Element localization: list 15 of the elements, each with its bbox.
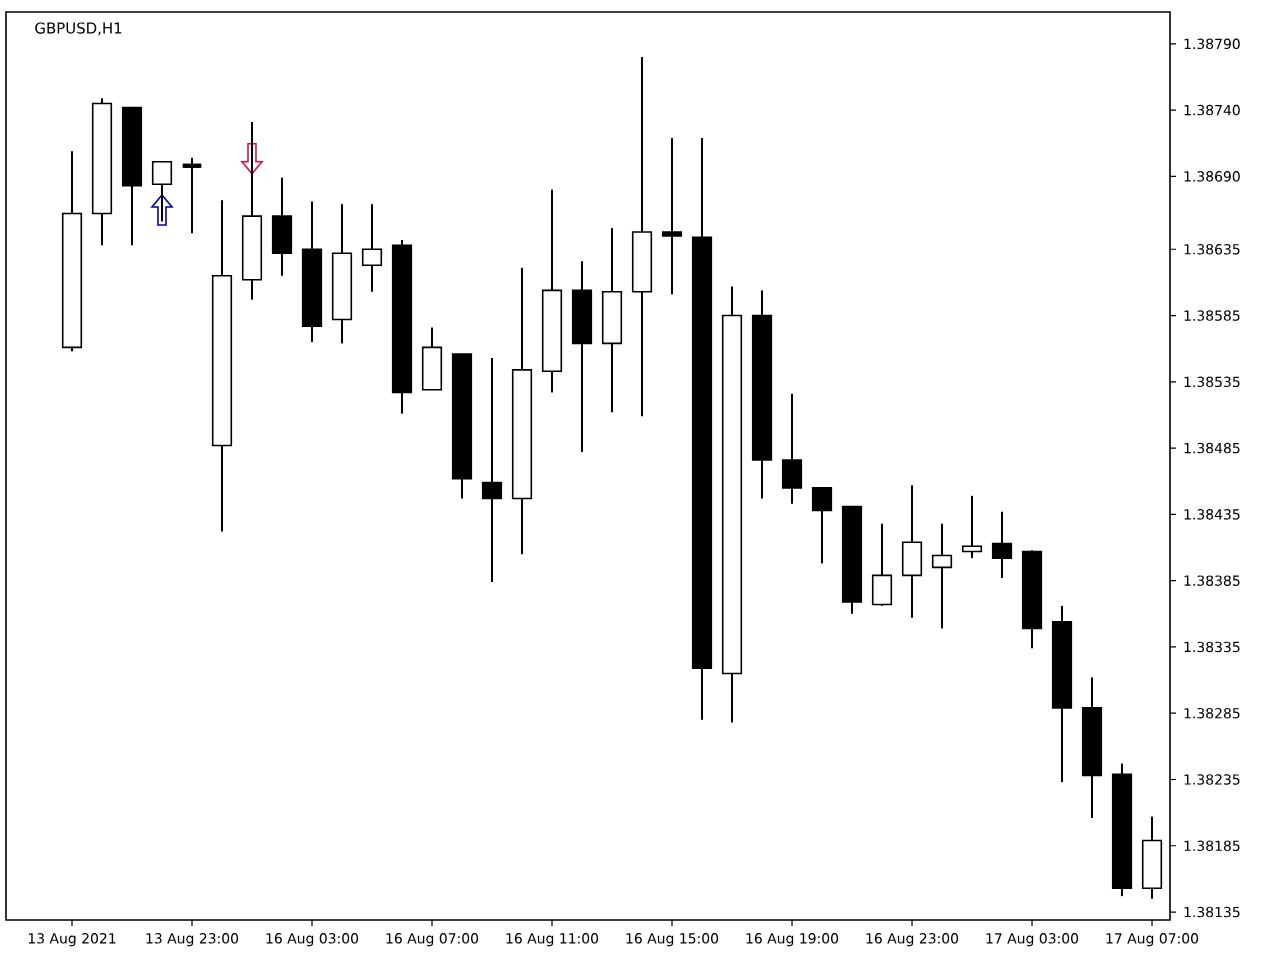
candlestick: [421, 326, 443, 391]
candlestick: [361, 203, 383, 293]
candlestick: [1141, 815, 1163, 900]
candlestick: [481, 356, 503, 583]
candlestick: [811, 486, 833, 565]
candlestick: [991, 510, 1013, 580]
candlestick: [271, 176, 293, 277]
candlestick: [871, 522, 893, 607]
candlestick: [901, 484, 923, 619]
candlestick: [931, 522, 953, 630]
candlestick: [151, 160, 173, 223]
candlestick: [961, 494, 983, 560]
candlestick: [180, 156, 204, 235]
candlestick: [781, 392, 803, 505]
candlestick: [661, 136, 683, 296]
